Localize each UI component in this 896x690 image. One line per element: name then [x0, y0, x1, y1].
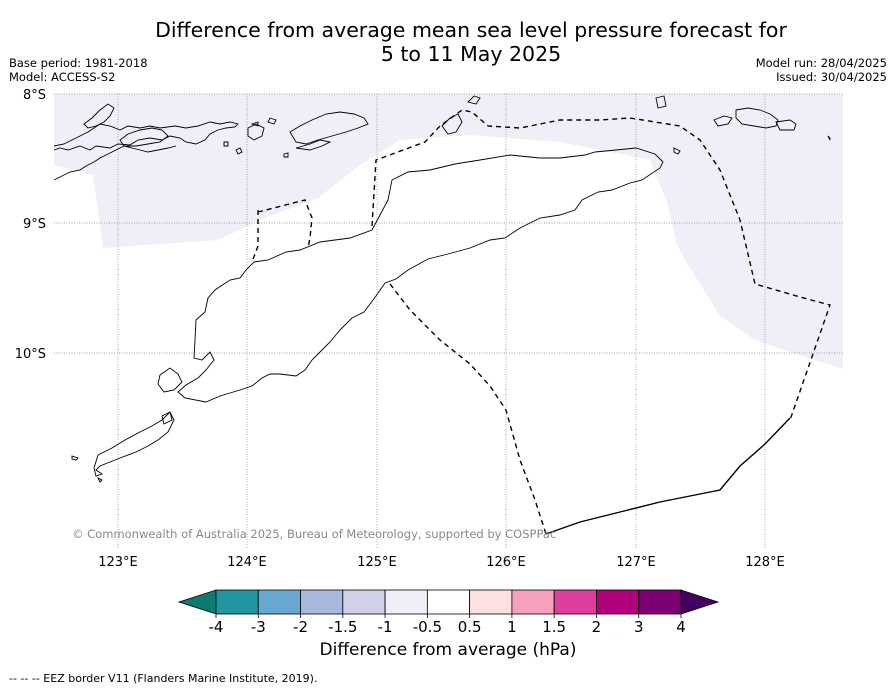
colorbar-tick-label: 2 — [592, 618, 602, 636]
semau-coastline — [157, 367, 183, 393]
eez-line-south — [389, 283, 547, 535]
solor-coastline — [83, 103, 115, 129]
lon-label-124e: 124°E — [227, 555, 267, 570]
colorbar-segment — [257, 589, 301, 615]
colorbar-tick-label: -1.5 — [328, 618, 357, 636]
colorbar-segment — [469, 589, 513, 615]
eez-line-north — [251, 210, 259, 263]
kisar-coastline — [655, 95, 667, 109]
anomaly-shading — [54, 94, 843, 369]
lon-label-125e: 125°E — [357, 555, 397, 570]
colorbar-segment — [511, 589, 555, 615]
eez-border — [251, 109, 831, 535]
colorbar-tick-label: -1 — [378, 618, 393, 636]
alor-east — [295, 139, 332, 151]
model-info: Base period: 1981-2018 Model: ACCESS-S2 — [9, 56, 148, 84]
colorbar-arrow-high — [680, 589, 720, 615]
lon-label-126e: 126°E — [486, 555, 526, 570]
colorbar-segment — [215, 589, 259, 615]
model-text: Model: ACCESS-S2 — [9, 70, 116, 84]
sawu-islet — [96, 476, 103, 483]
eez-solid-boundary — [545, 417, 791, 535]
pantar-coastline — [247, 123, 265, 141]
islet-east — [673, 147, 681, 155]
lat-label-10s: 10°S — [15, 347, 46, 362]
islet-6 — [827, 135, 831, 141]
colorbar-segment — [638, 589, 682, 615]
lembata-coastline — [119, 127, 169, 147]
islet-4 — [250, 121, 259, 127]
leti-coastline — [713, 115, 733, 127]
islet-1 — [223, 141, 229, 147]
eez-line-west — [257, 199, 313, 249]
colorbar-segment — [342, 589, 386, 615]
wetar-coastline — [467, 95, 481, 105]
coastlines — [53, 95, 831, 483]
timor-coastline — [177, 147, 664, 403]
flores-north — [53, 145, 177, 181]
alor-coastline — [289, 111, 369, 145]
copyright-text: © Commonwealth of Australia 2025, Bureau… — [72, 527, 556, 541]
colorbar-tick-label: -2 — [293, 618, 308, 636]
colorbar-tick-label: 1.5 — [542, 618, 566, 636]
colorbar-segment — [384, 589, 428, 615]
colorbar-tick-label: -0.5 — [413, 618, 442, 636]
map-title: Difference from average mean sea level p… — [0, 18, 896, 66]
colorbar-tick-label: 1 — [507, 618, 517, 636]
colorbar-label: Difference from average (hPa) — [319, 640, 577, 660]
lon-label-128e: 128°E — [745, 555, 785, 570]
map-title-line1: Difference from average mean sea level p… — [155, 18, 787, 42]
islet-3 — [283, 152, 289, 158]
colorbar: -4 -3 -2 -1.5 -1 -0.5 0.5 1 1.5 2 3 4 — [177, 589, 720, 636]
lat-label-9s: 9°S — [23, 217, 46, 232]
base-period-text: Base period: 1981-2018 — [9, 56, 148, 70]
run-info: Model run: 28/04/2025 Issued: 30/04/2025 — [756, 56, 887, 84]
lon-label-127e: 127°E — [616, 555, 656, 570]
lon-label-123e: 123°E — [98, 555, 138, 570]
map-title-line2: 5 to 11 May 2025 — [380, 42, 562, 66]
ndao-islet — [71, 455, 79, 461]
gridlines — [54, 93, 843, 548]
colorbar-tick-label: 3 — [634, 618, 644, 636]
lakor-coastline — [775, 119, 797, 131]
semau-islet — [161, 411, 173, 425]
colorbar-arrow-low — [177, 589, 217, 615]
islet-5 — [267, 117, 277, 125]
flores-coastline — [53, 121, 239, 151]
colorbar-tick-label: -3 — [251, 618, 266, 636]
colorbar-tick-label: 4 — [676, 618, 686, 636]
islet-2 — [235, 147, 243, 155]
colorbar-segment — [300, 589, 344, 615]
issued-text: Issued: 30/04/2025 — [776, 70, 887, 84]
eez-legend-text: -- -- -- EEZ border V11 (Flanders Marine… — [9, 672, 318, 685]
colorbar-segment — [596, 589, 640, 615]
colorbar-segment — [426, 589, 471, 615]
model-run-text: Model run: 28/04/2025 — [755, 56, 887, 70]
colorbar-tick-label: 0.5 — [458, 618, 482, 636]
colorbar-tick-label: -4 — [209, 618, 224, 636]
moa-coastline — [735, 107, 779, 129]
roti-coastline — [93, 411, 175, 477]
colorbar-segment — [553, 589, 597, 615]
lat-label-8s: 8°S — [23, 88, 46, 103]
